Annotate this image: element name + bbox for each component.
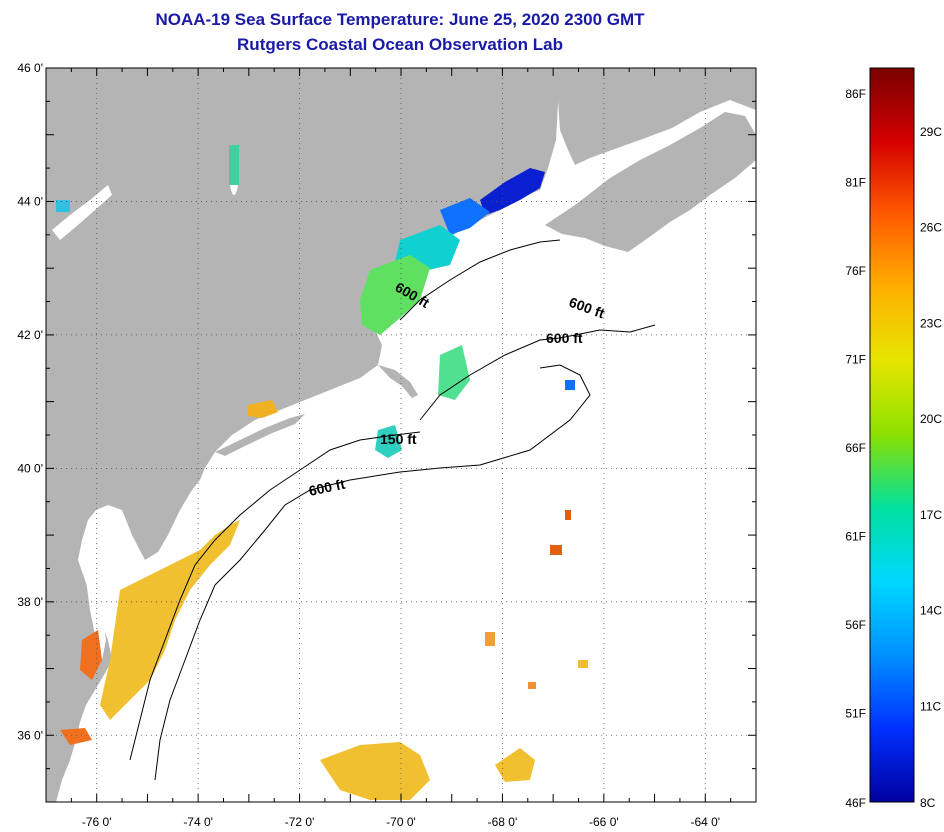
map-title: NOAA-19 Sea Surface Temperature: June 25… bbox=[155, 10, 645, 29]
cape-cod-land bbox=[378, 365, 418, 398]
lat-tick-label: 40 0' bbox=[17, 461, 43, 475]
colorbar-scale bbox=[869, 67, 915, 803]
sst-map: 600 ft 600 ft 600 ft 150 ft 600 ft -76 0… bbox=[17, 61, 757, 829]
fahrenheit-label: 46F bbox=[845, 796, 866, 810]
sst-patch-offshore-5 bbox=[528, 682, 536, 689]
lat-tick-label: 38 0' bbox=[17, 595, 43, 609]
celsius-label: 23C bbox=[920, 316, 942, 330]
contour-georges-bank bbox=[419, 324, 656, 421]
contour-label-nantucket-shoals: 150 ft bbox=[380, 431, 417, 447]
contour-label-georges-bank: 600 ft bbox=[546, 330, 583, 346]
celsius-label: 11C bbox=[920, 699, 941, 713]
fahrenheit-label: 51F bbox=[845, 707, 866, 721]
latitude-labels: 46 0' 44 0' 42 0' 40 0' 38 0' 36 0' bbox=[17, 61, 43, 742]
sst-patch-gulf-maine-blue bbox=[440, 198, 490, 235]
sst-patch-chesapeake-orange bbox=[80, 630, 102, 680]
contour-label-shelf-break: 600 ft bbox=[307, 476, 346, 499]
sst-patch-canada-lake bbox=[229, 145, 239, 185]
lon-tick-label: -76 0' bbox=[82, 815, 112, 829]
lat-tick-label: 46 0' bbox=[17, 61, 43, 75]
canada-north-land bbox=[556, 68, 756, 165]
fahrenheit-labels: 86F 81F 76F 71F 66F 61F 56F 51F 46F bbox=[845, 87, 866, 810]
fahrenheit-label: 71F bbox=[845, 353, 866, 367]
longitude-labels: -76 0' -74 0' -72 0' -70 0' -68 0' -66 0' -64 … bbox=[82, 815, 720, 829]
sst-patch-gulf-maine-north bbox=[480, 168, 545, 215]
sst-patch-ontario bbox=[56, 200, 70, 212]
sst-patch-virginia-orange bbox=[60, 728, 92, 745]
lon-tick-label: -72 0' bbox=[285, 815, 315, 829]
contour-600ft-shelf bbox=[154, 364, 591, 781]
fahrenheit-label: 66F bbox=[845, 441, 866, 455]
celsius-label: 29C bbox=[920, 125, 942, 139]
celsius-label: 8C bbox=[920, 796, 936, 810]
sst-patch-south-yellow bbox=[320, 742, 430, 800]
fahrenheit-label: 76F bbox=[845, 264, 866, 278]
sst-patch-south-yellow-2 bbox=[495, 748, 535, 782]
fahrenheit-label: 56F bbox=[845, 618, 866, 632]
celsius-labels: 29C 26C 23C 20C 17C 14C 11C 8C bbox=[920, 125, 942, 810]
lat-tick-label: 42 0' bbox=[17, 328, 43, 342]
axis-ticks bbox=[45, 67, 757, 803]
contour-150ft-shelf bbox=[129, 431, 421, 761]
sst-patch-georges-green bbox=[438, 345, 470, 400]
sst-patch-long-island-orange bbox=[248, 400, 278, 418]
sst-patch-offshore-1 bbox=[550, 545, 562, 555]
sst-patch-gulf-maine-green bbox=[360, 255, 430, 335]
us-mainland-land bbox=[46, 68, 560, 802]
sst-patch-nantucket-cyan bbox=[375, 425, 402, 458]
long-island-land bbox=[215, 414, 305, 456]
fahrenheit-label: 81F bbox=[845, 176, 866, 190]
sst-patches bbox=[56, 145, 588, 800]
bathymetry-contours bbox=[129, 239, 656, 781]
celsius-label: 20C bbox=[920, 412, 942, 426]
map-subtitle: Rutgers Coastal Ocean Observation Lab bbox=[237, 35, 563, 54]
celsius-label: 17C bbox=[920, 508, 942, 522]
sst-patch-mid-atlantic-yellow bbox=[100, 520, 240, 720]
fahrenheit-label: 61F bbox=[845, 530, 866, 544]
sst-patch-offshore-4 bbox=[578, 660, 588, 668]
celsius-label: 14C bbox=[920, 604, 942, 618]
temperature-colorbar: 86F 81F 76F 71F 66F 61F 56F 51F 46F 29C 26C 23C 20C… bbox=[845, 67, 942, 810]
contour-gulf-maine bbox=[399, 239, 561, 321]
lat-tick-label: 36 0' bbox=[17, 728, 43, 742]
sst-patch-offshore-2 bbox=[565, 510, 571, 520]
lon-tick-label: -68 0' bbox=[488, 815, 518, 829]
sst-patch-offshore-6 bbox=[565, 380, 575, 390]
lon-tick-label: -66 0' bbox=[589, 815, 619, 829]
sst-patch-offshore-3 bbox=[485, 632, 495, 646]
map-grid bbox=[46, 68, 756, 802]
lon-tick-label: -74 0' bbox=[183, 815, 213, 829]
celsius-label: 26C bbox=[920, 221, 942, 235]
fahrenheit-label: 86F bbox=[845, 87, 866, 101]
lat-tick-label: 44 0' bbox=[17, 194, 43, 208]
chesapeake-bay bbox=[86, 560, 106, 660]
nova-scotia-land bbox=[545, 112, 756, 252]
lon-tick-label: -70 0' bbox=[386, 815, 416, 829]
lon-tick-label: -64 0' bbox=[690, 815, 720, 829]
